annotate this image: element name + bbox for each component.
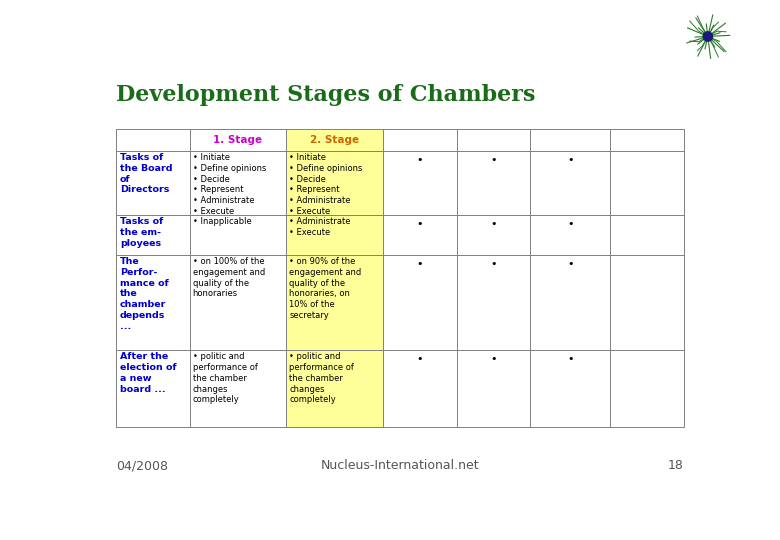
- Text: After the
election of
a new
board ...: After the election of a new board ...: [120, 352, 176, 394]
- Bar: [286, 350, 383, 427]
- Text: •: •: [417, 155, 423, 165]
- Bar: [610, 350, 684, 427]
- Bar: [610, 255, 684, 350]
- Bar: [456, 214, 530, 255]
- Text: • Initiate
• Define opinions
• Decide
• Represent
• Administrate
• Execute: • Initiate • Define opinions • Decide • …: [289, 153, 363, 216]
- Bar: [456, 255, 530, 350]
- Text: Development Stages of Chambers: Development Stages of Chambers: [115, 84, 535, 105]
- Text: •: •: [491, 155, 497, 165]
- Text: Tasks of
the Board
of
Directors: Tasks of the Board of Directors: [120, 153, 172, 194]
- Bar: [383, 350, 456, 427]
- Text: • politic and
performance of
the chamber
changes
completely: • politic and performance of the chamber…: [193, 352, 257, 404]
- Bar: [456, 129, 530, 151]
- Bar: [610, 151, 684, 214]
- Bar: [530, 255, 610, 350]
- Text: • on 100% of the
engagement and
quality of the
honoraries: • on 100% of the engagement and quality …: [193, 257, 264, 299]
- Bar: [286, 255, 383, 350]
- Bar: [115, 255, 190, 350]
- Text: 1. Stage: 1. Stage: [213, 135, 262, 145]
- Bar: [383, 255, 456, 350]
- Bar: [286, 214, 383, 255]
- Text: •: •: [491, 354, 497, 364]
- Bar: [456, 151, 530, 214]
- Bar: [115, 129, 190, 151]
- Bar: [610, 214, 684, 255]
- Text: 2. Stage: 2. Stage: [310, 135, 359, 145]
- Text: •: •: [417, 259, 423, 269]
- Text: •: •: [417, 354, 423, 364]
- Bar: [610, 129, 684, 151]
- Bar: [190, 255, 286, 350]
- Bar: [530, 151, 610, 214]
- Bar: [286, 129, 383, 151]
- Bar: [530, 350, 610, 427]
- Text: •: •: [567, 219, 573, 229]
- Text: •: •: [491, 259, 497, 269]
- Text: •: •: [491, 219, 497, 229]
- Text: 18: 18: [668, 460, 684, 472]
- Bar: [383, 151, 456, 214]
- Bar: [190, 151, 286, 214]
- Bar: [115, 350, 190, 427]
- Text: Nucleus-International.net: Nucleus-International.net: [321, 460, 479, 472]
- Bar: [115, 151, 190, 214]
- Circle shape: [704, 32, 712, 41]
- Bar: [530, 214, 610, 255]
- Text: 04/2008: 04/2008: [115, 460, 168, 472]
- Text: Tasks of
the em-
ployees: Tasks of the em- ployees: [120, 217, 163, 247]
- Bar: [456, 350, 530, 427]
- Bar: [190, 350, 286, 427]
- Text: • on 90% of the
engagement and
quality of the
honoraries, on
10% of the
secretar: • on 90% of the engagement and quality o…: [289, 257, 361, 320]
- Text: The
Perfor-
mance of
the
chamber
depends
...: The Perfor- mance of the chamber depends…: [120, 257, 168, 330]
- Text: • Administrate
• Execute: • Administrate • Execute: [289, 217, 351, 237]
- Bar: [530, 129, 610, 151]
- Text: • politic and
performance of
the chamber
changes
completely: • politic and performance of the chamber…: [289, 352, 354, 404]
- Text: • Inapplicable: • Inapplicable: [193, 217, 251, 226]
- Text: •: •: [417, 219, 423, 229]
- Text: • Initiate
• Define opinions
• Decide
• Represent
• Administrate
• Execute: • Initiate • Define opinions • Decide • …: [193, 153, 266, 216]
- Bar: [383, 129, 456, 151]
- Bar: [115, 214, 190, 255]
- Bar: [190, 214, 286, 255]
- Text: •: •: [567, 354, 573, 364]
- Bar: [190, 129, 286, 151]
- Text: •: •: [567, 259, 573, 269]
- Text: •: •: [567, 155, 573, 165]
- Bar: [286, 151, 383, 214]
- Bar: [383, 214, 456, 255]
